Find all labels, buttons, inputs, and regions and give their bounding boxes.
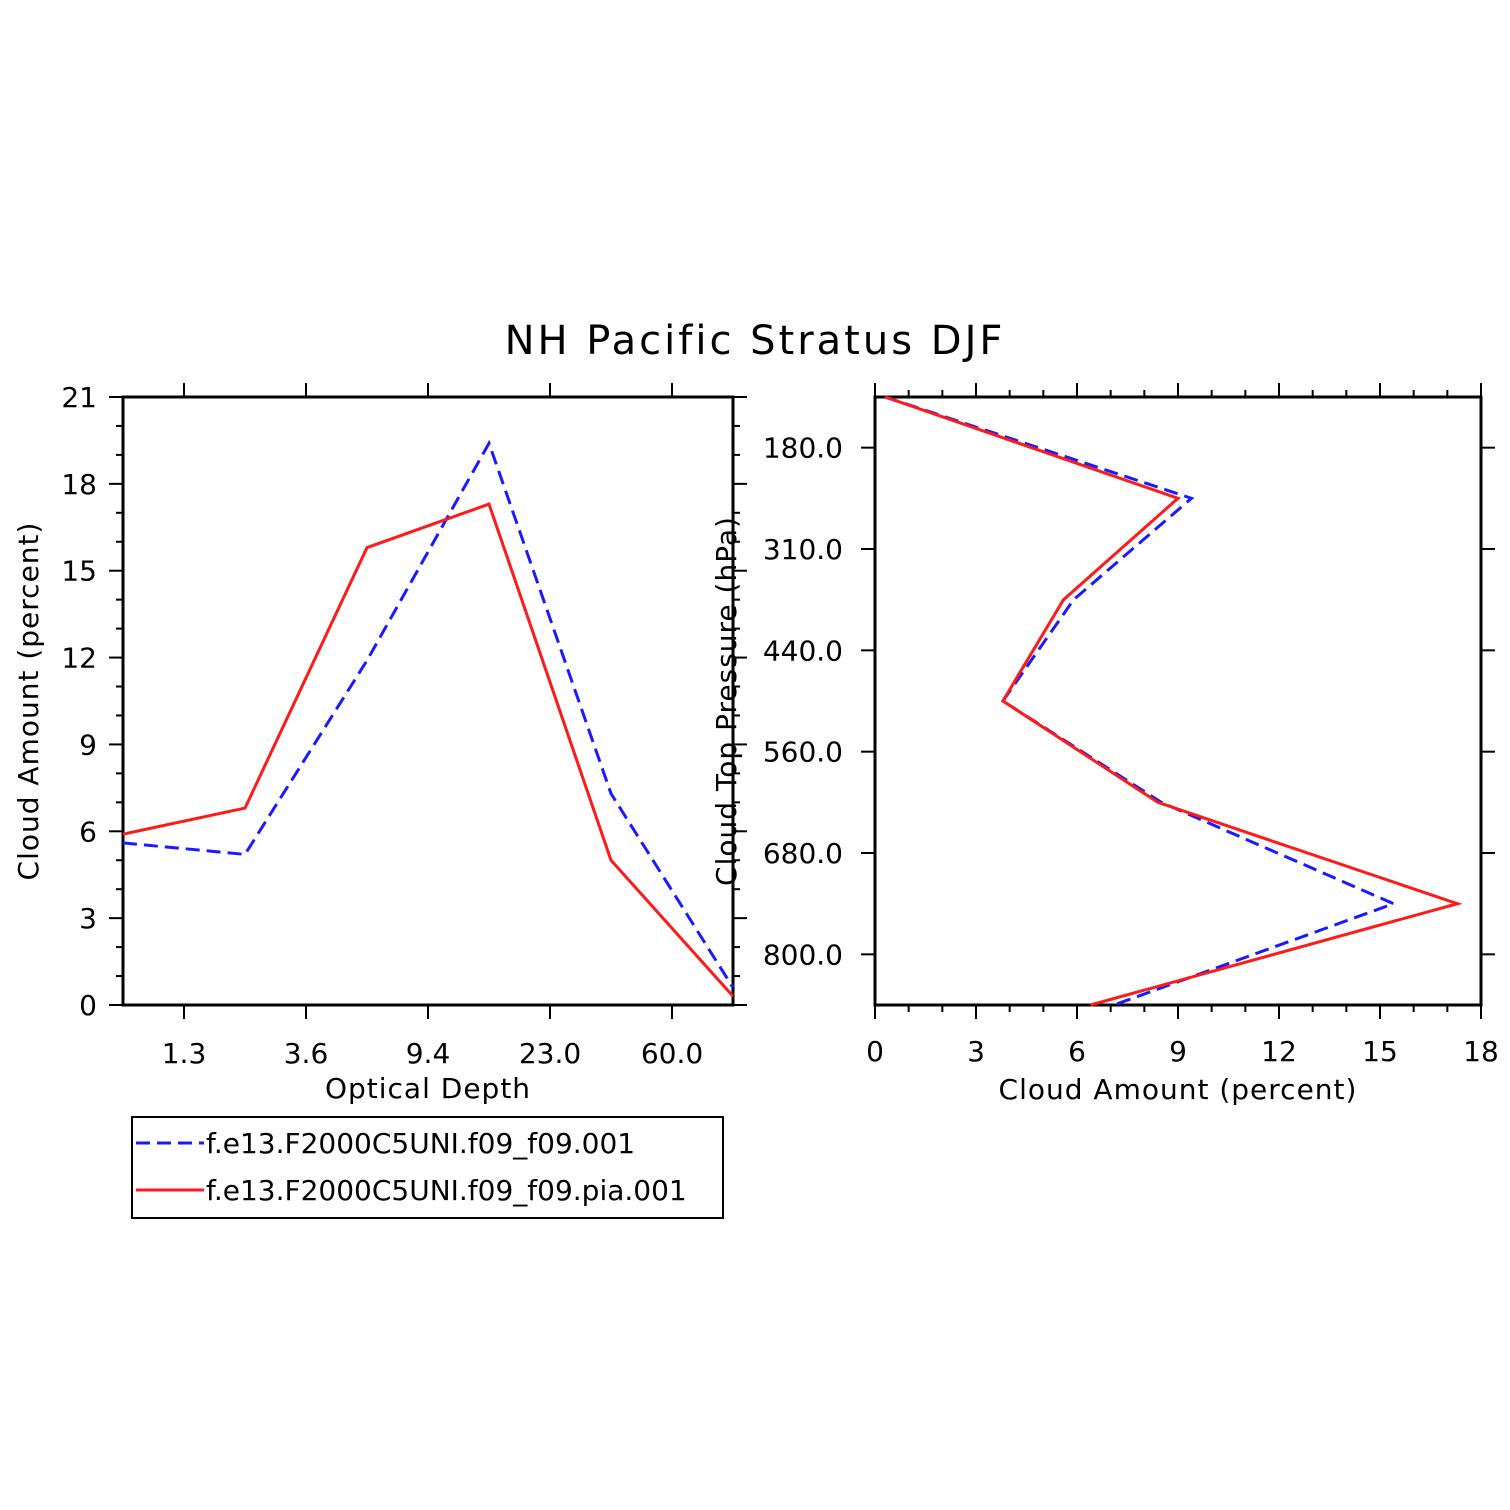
panel1-series-line-1 [122, 502, 735, 998]
panel2-xtick-label: 6 [1068, 1035, 1086, 1068]
panel1-ytick-label: 3 [79, 902, 97, 935]
panel1-ytick-label: 0 [79, 989, 97, 1022]
panel2-series-line-0 [884, 395, 1398, 1007]
panel2-xtick-label: 9 [1169, 1035, 1187, 1068]
panel2-ytick-label: 800.0 [763, 938, 843, 971]
panel2-xtick-label: 18 [1463, 1035, 1499, 1068]
panel1-ytick-label: 9 [79, 728, 97, 761]
panel1-xtick-label: 1.3 [162, 1037, 207, 1070]
legend-label-0: f.e13.F2000C5UNI.f09_f09.001 [206, 1127, 635, 1160]
panel2-xtick-label: 12 [1261, 1035, 1297, 1068]
panel2-ytick-label: 440.0 [763, 634, 843, 667]
panel1-axes: 0 3 6 9 12 15 18 21 1.3 3.6 9.4 23.0 60.0 [61, 381, 747, 1070]
panel1-series-line-0 [122, 439, 735, 989]
cloud-top-pressure-panel: 0 3 6 9 12 15 18 180.0 310.0 440.0 560.0 680.0 800.0… [710, 383, 1499, 1106]
optical-depth-panel: 0 3 6 9 12 15 18 21 1.3 3.6 9.4 23.0 60.0 Optical De… [12, 381, 747, 1105]
panel2-lines [884, 395, 1463, 1007]
panel2-series-line-1 [884, 395, 1463, 1007]
panel2-frame [873, 395, 1483, 1007]
panel2-ytick-label: 680.0 [763, 837, 843, 870]
panel2-xlabel: Cloud Amount (percent) [999, 1073, 1358, 1106]
legend-box [131, 1116, 724, 1219]
panel1-ytick-label: 12 [61, 642, 97, 675]
legend-label-1: f.e13.F2000C5UNI.f09_f09.pia.001 [206, 1174, 687, 1207]
panel1-lines [122, 439, 735, 998]
panel2-xtick-label: 15 [1362, 1035, 1398, 1068]
panel1-frame [121, 395, 735, 1007]
panel2-axes: 0 3 6 9 12 15 18 180.0 310.0 440.0 560.0 680.0 800.0 [763, 383, 1499, 1068]
panel1-xtick-label: 60.0 [641, 1037, 703, 1070]
chart-title: NH Pacific Stratus DJF [505, 318, 1006, 364]
panel1-xtick-label: 3.6 [284, 1037, 329, 1070]
panel1-ylabel: Cloud Amount (percent) [12, 522, 45, 881]
panel1-xlabel: Optical Depth [325, 1072, 531, 1105]
panel1-ytick-label: 21 [61, 381, 97, 414]
panel1-ytick-label: 15 [61, 555, 97, 588]
panel1-xtick-label: 9.4 [406, 1037, 451, 1070]
panel1-xtick-label: 23.0 [519, 1037, 581, 1070]
panel2-ytick-label: 310.0 [763, 533, 843, 566]
panel2-ytick-label: 180.0 [763, 432, 843, 465]
panel2-ytick-label: 560.0 [763, 736, 843, 769]
panel1-ytick-label: 18 [61, 468, 97, 501]
panel2-xtick-label: 0 [866, 1035, 884, 1068]
panel2-xtick-label: 3 [967, 1035, 985, 1068]
legend: f.e13.F2000C5UNI.f09_f09.001 f.e13.F2000… [131, 1116, 724, 1219]
panel1-ytick-label: 6 [79, 815, 97, 848]
panel2-ylabel: Cloud Top Pressure (hPa) [710, 516, 743, 886]
